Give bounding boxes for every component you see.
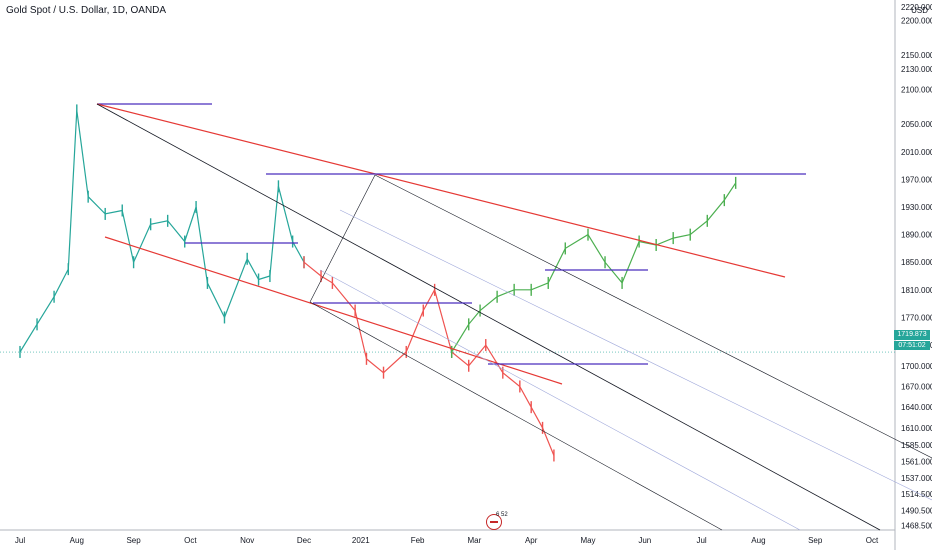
y-tick-label: 2150.000: [901, 51, 932, 60]
y-tick-label: 2130.000: [901, 65, 932, 74]
drawing-trend-line: [96, 103, 786, 278]
chart-title: Gold Spot / U.S. Dollar, 1D, OANDA: [6, 5, 167, 16]
tradingview-logo-icon[interactable]: [486, 514, 502, 530]
y-tick-label: 1700.000: [901, 362, 932, 371]
y-tick-label: 1850.000: [901, 258, 932, 267]
price-series-line: [303, 261, 555, 456]
drawing-trend-line: [309, 174, 376, 303]
y-tick-label: 1810.000: [901, 286, 932, 295]
last-price-tag: 1719.873: [894, 330, 930, 340]
x-tick-label: Nov: [240, 536, 254, 545]
y-tick-label: 1585.000: [901, 441, 932, 450]
y-tick-label: 1468.500: [901, 522, 932, 531]
y-tick-label: 2220.000: [901, 3, 932, 12]
drawing-trend-line: [374, 174, 932, 459]
x-tick-label: Sep: [808, 536, 823, 545]
drawing-trend-line: [104, 236, 563, 385]
y-tick-label: 1610.000: [901, 424, 932, 433]
y-tick-label: 1890.000: [901, 231, 932, 240]
x-tick-label: Oct: [184, 536, 197, 545]
logo-text: 6 52: [496, 512, 508, 518]
x-tick-label: Jun: [638, 536, 651, 545]
drawing-trend-line: [96, 103, 881, 531]
x-tick-label: Dec: [297, 536, 311, 545]
y-tick-label: 1514.500: [901, 490, 932, 499]
price-series-line: [451, 182, 737, 353]
x-tick-label: Jul: [15, 536, 25, 545]
y-tick-label: 1770.000: [901, 313, 932, 322]
drawing-trend-line: [339, 209, 932, 501]
y-tick-label: 2010.000: [901, 148, 932, 157]
y-tick-label: 1537.000: [901, 474, 932, 483]
y-tick-label: 1561.000: [901, 458, 932, 467]
x-tick-label: Aug: [751, 536, 765, 545]
drawing-trend-line: [309, 301, 723, 531]
y-tick-label: 1930.000: [901, 203, 932, 212]
currency-label[interactable]: USD: [911, 6, 928, 15]
y-tick-label: 2100.000: [901, 86, 932, 95]
y-tick-label: 1970.000: [901, 175, 932, 184]
y-tick-label: 1490.500: [901, 506, 932, 515]
x-tick-label: Feb: [411, 536, 425, 545]
y-tick-label: 2050.000: [901, 120, 932, 129]
x-tick-label: Mar: [468, 536, 482, 545]
x-tick-label: Aug: [70, 536, 84, 545]
drawing-trend-line: [319, 269, 801, 531]
y-tick-label: 1640.000: [901, 403, 932, 412]
price-series-line: [19, 110, 305, 353]
x-tick-label: May: [580, 536, 595, 545]
y-tick-label: 2200.000: [901, 17, 932, 26]
x-tick-label: Sep: [126, 536, 141, 545]
x-tick-label: Oct: [866, 536, 879, 545]
x-tick-label: 2021: [352, 536, 370, 545]
x-tick-label: Apr: [525, 536, 538, 545]
countdown-tag: 07:51:02: [894, 341, 930, 350]
y-tick-label: 1670.000: [901, 382, 932, 391]
x-tick-label: Jul: [696, 536, 706, 545]
